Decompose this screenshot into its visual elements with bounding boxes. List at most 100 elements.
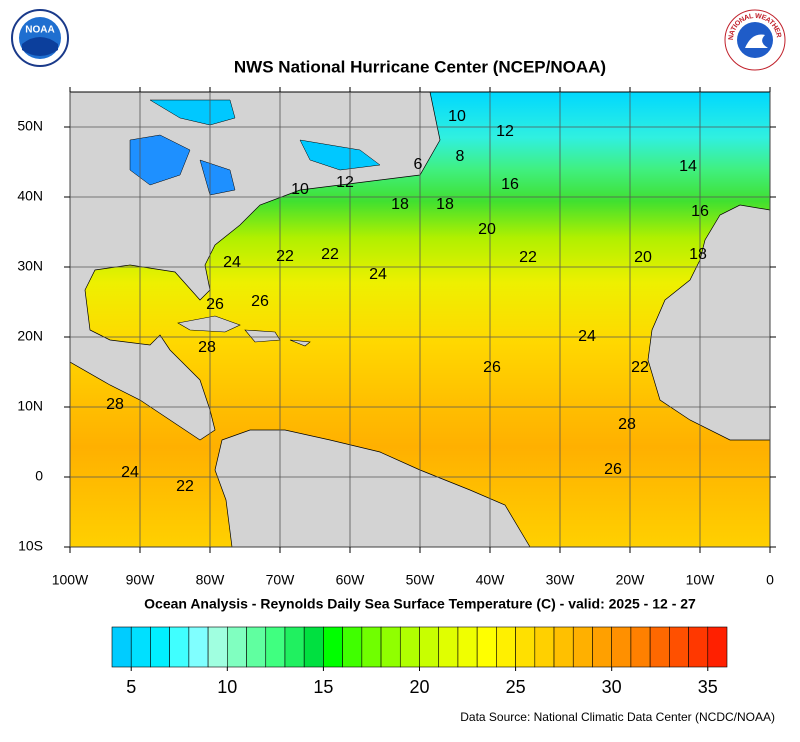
contour-label: 28	[106, 396, 124, 413]
contour-label: 16	[501, 176, 519, 193]
colorbar-cell	[630, 626, 651, 668]
map: 10 12 6 8 10 12 16 14 18 18 20 22 22 24 24 22 20 18 16 26 26…	[69, 91, 771, 548]
colorbar-cell	[707, 626, 728, 668]
colorbar-cell	[649, 626, 670, 668]
contour-label: 18	[436, 196, 454, 213]
x-tick-label: 20W	[616, 572, 646, 588]
colorbar-cell	[150, 626, 170, 668]
subtitle: Ocean Analysis - Reynolds Daily Sea Surf…	[144, 596, 696, 612]
colorbar-cell	[534, 626, 555, 668]
data-source: Data Source: National Climatic Data Cent…	[460, 710, 775, 724]
colorbar-cell	[476, 626, 497, 668]
contour-label: 22	[276, 248, 294, 265]
y-tick-label: 10N	[17, 398, 43, 414]
colorbar-cell	[284, 626, 305, 668]
colorbar-cell	[227, 626, 247, 668]
contour-label: 24	[369, 266, 387, 283]
contour-label: 22	[631, 359, 649, 376]
nws-label: NATIONAL WEATHER SERVICE	[0, 0, 782, 40]
colorbar-cell	[572, 626, 593, 668]
contour-label: 10	[448, 108, 466, 125]
x-tick-label: 50W	[406, 572, 436, 588]
x-tick-label: 70W	[266, 572, 296, 588]
y-tick-label: 40N	[17, 188, 43, 204]
south-america	[214, 429, 531, 548]
colorbar-cell	[438, 626, 459, 668]
x-tick-label: 10W	[686, 572, 716, 588]
colorbar-cell	[303, 626, 324, 668]
y-tick-label: 0	[35, 468, 43, 484]
colorbar-cell	[207, 626, 228, 668]
contour-label: 8	[456, 148, 465, 165]
colorbar-cell	[553, 626, 574, 668]
colorbar-cell	[592, 626, 612, 668]
colorbar-cell	[419, 626, 440, 668]
colorbar-cell	[246, 626, 267, 668]
contour-label: 10	[291, 181, 309, 198]
contour-label: 22	[321, 246, 339, 263]
colorbar-cell	[611, 626, 632, 668]
contour-label: 22	[519, 249, 537, 266]
contour-label: 14	[679, 158, 697, 175]
contour-label: 22	[176, 478, 194, 495]
contour-label: 18	[689, 246, 707, 263]
x-tick-label: 80W	[196, 572, 226, 588]
contour-label: 26	[206, 296, 224, 313]
y-tick-label: 10S	[18, 538, 43, 554]
colorbar-label: 5	[126, 677, 136, 697]
nws-label-path: NATIONAL WEATHER SERVICE	[0, 0, 782, 40]
contour-label: 12	[496, 123, 514, 140]
x-tick-label: 0	[766, 572, 774, 588]
africa	[647, 204, 771, 441]
contour-label: 28	[618, 416, 636, 433]
y-tick-label: 50N	[17, 118, 43, 134]
colorbar-cell	[111, 626, 132, 668]
contour-label: 24	[223, 254, 241, 271]
x-tick-label: 40W	[476, 572, 506, 588]
contour-label: 12	[336, 174, 354, 191]
colorbar-cell	[399, 626, 420, 668]
colorbar-cell	[669, 626, 689, 668]
colorbar-cell	[380, 626, 401, 668]
y-tick-label: 30N	[17, 258, 43, 274]
contour-label: 6	[414, 156, 423, 173]
great-lakes	[129, 134, 236, 196]
colorbar-label: 25	[506, 677, 526, 697]
colorbar-cell	[130, 626, 151, 668]
colorbar-cell	[457, 626, 478, 668]
contour-label: 20	[634, 249, 652, 266]
colorbar-cell	[342, 626, 363, 668]
colorbar-cell	[265, 626, 286, 668]
x-tick-label: 100W	[52, 572, 89, 588]
colorbar-cell	[323, 626, 343, 668]
x-tick-label: 90W	[126, 572, 156, 588]
colorbar-cell	[496, 626, 516, 668]
title: NWS National Hurricane Center (NCEP/NOAA…	[234, 57, 606, 76]
colorbar-label: 35	[698, 677, 718, 697]
colorbar-label: 30	[602, 677, 622, 697]
colorbar-cell	[188, 626, 209, 668]
contour-label: 20	[478, 221, 496, 238]
colorbar-label: 10	[217, 677, 237, 697]
y-tick-label: 20N	[17, 328, 43, 344]
colorbar-cell	[688, 626, 709, 668]
contour-label: 18	[391, 196, 409, 213]
contour-label: 24	[121, 464, 139, 481]
contour-label: 24	[578, 328, 596, 345]
contour-label: 26	[483, 359, 501, 376]
contour-label: 28	[198, 339, 216, 356]
contour-label: 16	[691, 203, 709, 220]
x-tick-label: 30W	[546, 572, 576, 588]
contour-label: 26	[251, 293, 269, 310]
colorbar-cell	[515, 626, 536, 668]
x-tick-label: 60W	[336, 572, 366, 588]
noaa-logo: NOAA	[11, 9, 69, 67]
contour-label: 26	[604, 461, 622, 478]
colorbar-label: 20	[409, 677, 429, 697]
colorbar: 5 10 15 20 25 30 35	[111, 626, 728, 697]
colorbar-cell	[361, 626, 382, 668]
colorbar-cell	[169, 626, 190, 668]
noaa-label: NOAA	[25, 25, 54, 36]
colorbar-label: 15	[313, 677, 333, 697]
